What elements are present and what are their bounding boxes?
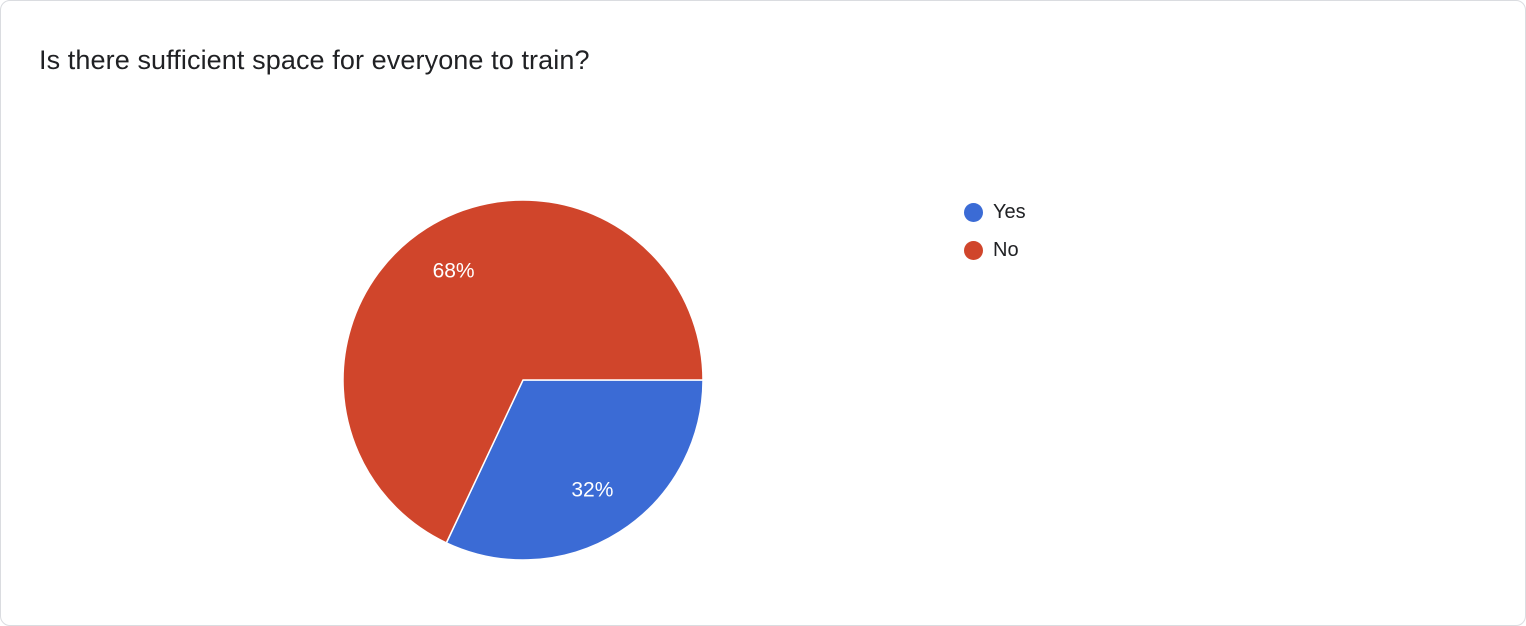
legend-item-no: No <box>964 238 1026 263</box>
pie-slice-yes[interactable] <box>445 379 704 561</box>
pie-chart: 32% 68% <box>342 199 704 561</box>
legend-label-yes: Yes <box>993 201 1026 223</box>
legend-swatch-yes-icon <box>964 203 983 222</box>
legend-swatch-no-icon <box>964 241 983 260</box>
legend-item-yes: Yes <box>964 200 1026 225</box>
pie-slice-no[interactable] <box>342 199 704 544</box>
chart-legend: Yes No <box>964 200 1026 276</box>
pie-slice-label-no: 68% <box>433 260 475 283</box>
legend-label-no: No <box>993 239 1019 261</box>
question-title: Is there sufficient space for everyone t… <box>39 45 590 75</box>
pie-slice-label-yes: 32% <box>571 478 613 501</box>
